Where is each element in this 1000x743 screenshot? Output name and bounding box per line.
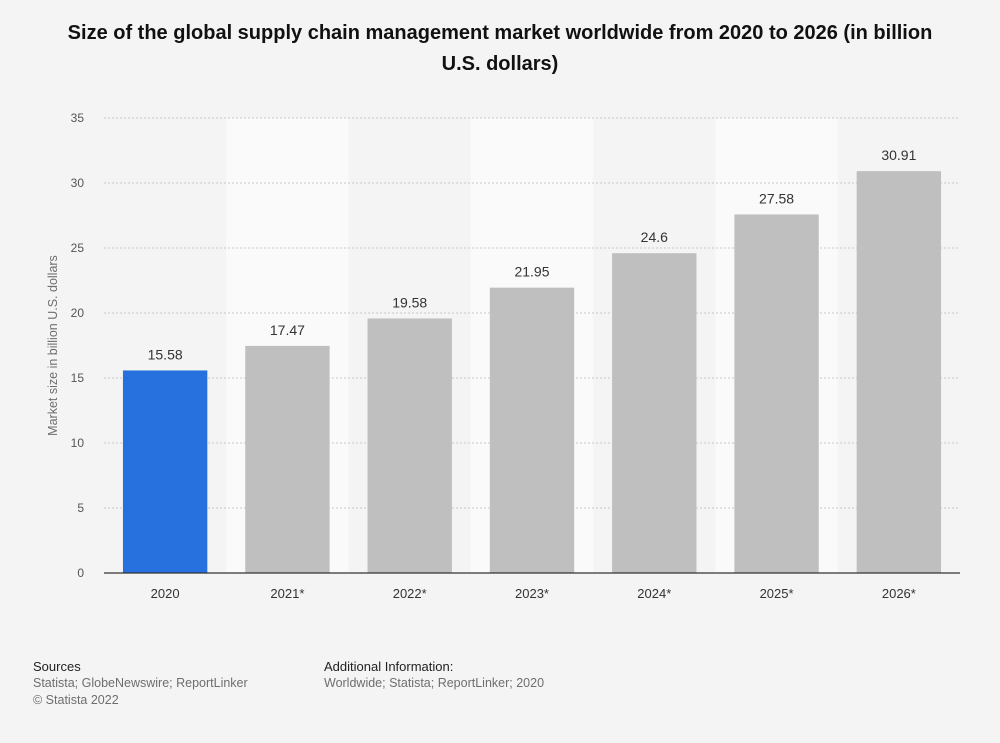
sources-heading: Sources [33,659,81,674]
copyright-text: © Statista 2022 [33,693,119,707]
data-label: 21.95 [514,264,549,280]
chart-title: Size of the global supply chain manageme… [67,22,933,75]
y-tick-label: 10 [71,436,85,450]
x-tick-label: 2020 [151,586,180,601]
y-tick-label: 25 [71,241,85,255]
data-label: 15.58 [148,346,183,362]
y-tick-label: 5 [77,501,84,515]
x-tick-label: 2026* [882,586,916,601]
bar-chart: 0 5 10 15 20 25 30 35 15.58 2020 17.47 2021* 19.58 20… [46,111,960,601]
y-tick-label: 0 [77,566,84,580]
bar [367,318,452,573]
x-tick-label: 2025* [760,586,794,601]
data-label: 19.58 [392,294,427,310]
x-tick-label: 2021* [270,586,304,601]
sources-block: Sources Statista; GlobeNewswire; ReportL… [33,658,248,709]
bar [734,214,819,573]
x-tick-label: 2023* [515,586,549,601]
data-label: 17.47 [270,322,305,338]
additional-info-text: Worldwide; Statista; ReportLinker; 2020 [324,676,545,690]
data-label: 27.58 [759,190,794,206]
y-tick-label: 35 [71,111,85,125]
bar [122,370,208,573]
bar [245,345,330,573]
y-tick-label: 20 [71,306,85,320]
additional-info-heading: Additional Information: [324,659,454,674]
x-tick-label: 2022* [393,586,427,601]
data-label: 24.6 [641,229,668,245]
y-axis-title: Market size in billion U.S. dollars [46,255,60,436]
data-label: 30.91 [881,147,916,163]
additional-info-block: Additional Information: Worldwide; Stati… [324,658,544,692]
y-tick-label: 15 [71,371,85,385]
bar [612,253,697,573]
x-tick-label: 2024* [637,586,671,601]
y-tick-label: 30 [71,176,85,190]
bar [489,287,575,573]
bar [856,171,942,574]
sources-text: Statista; GlobeNewswire; ReportLinker [33,676,248,690]
